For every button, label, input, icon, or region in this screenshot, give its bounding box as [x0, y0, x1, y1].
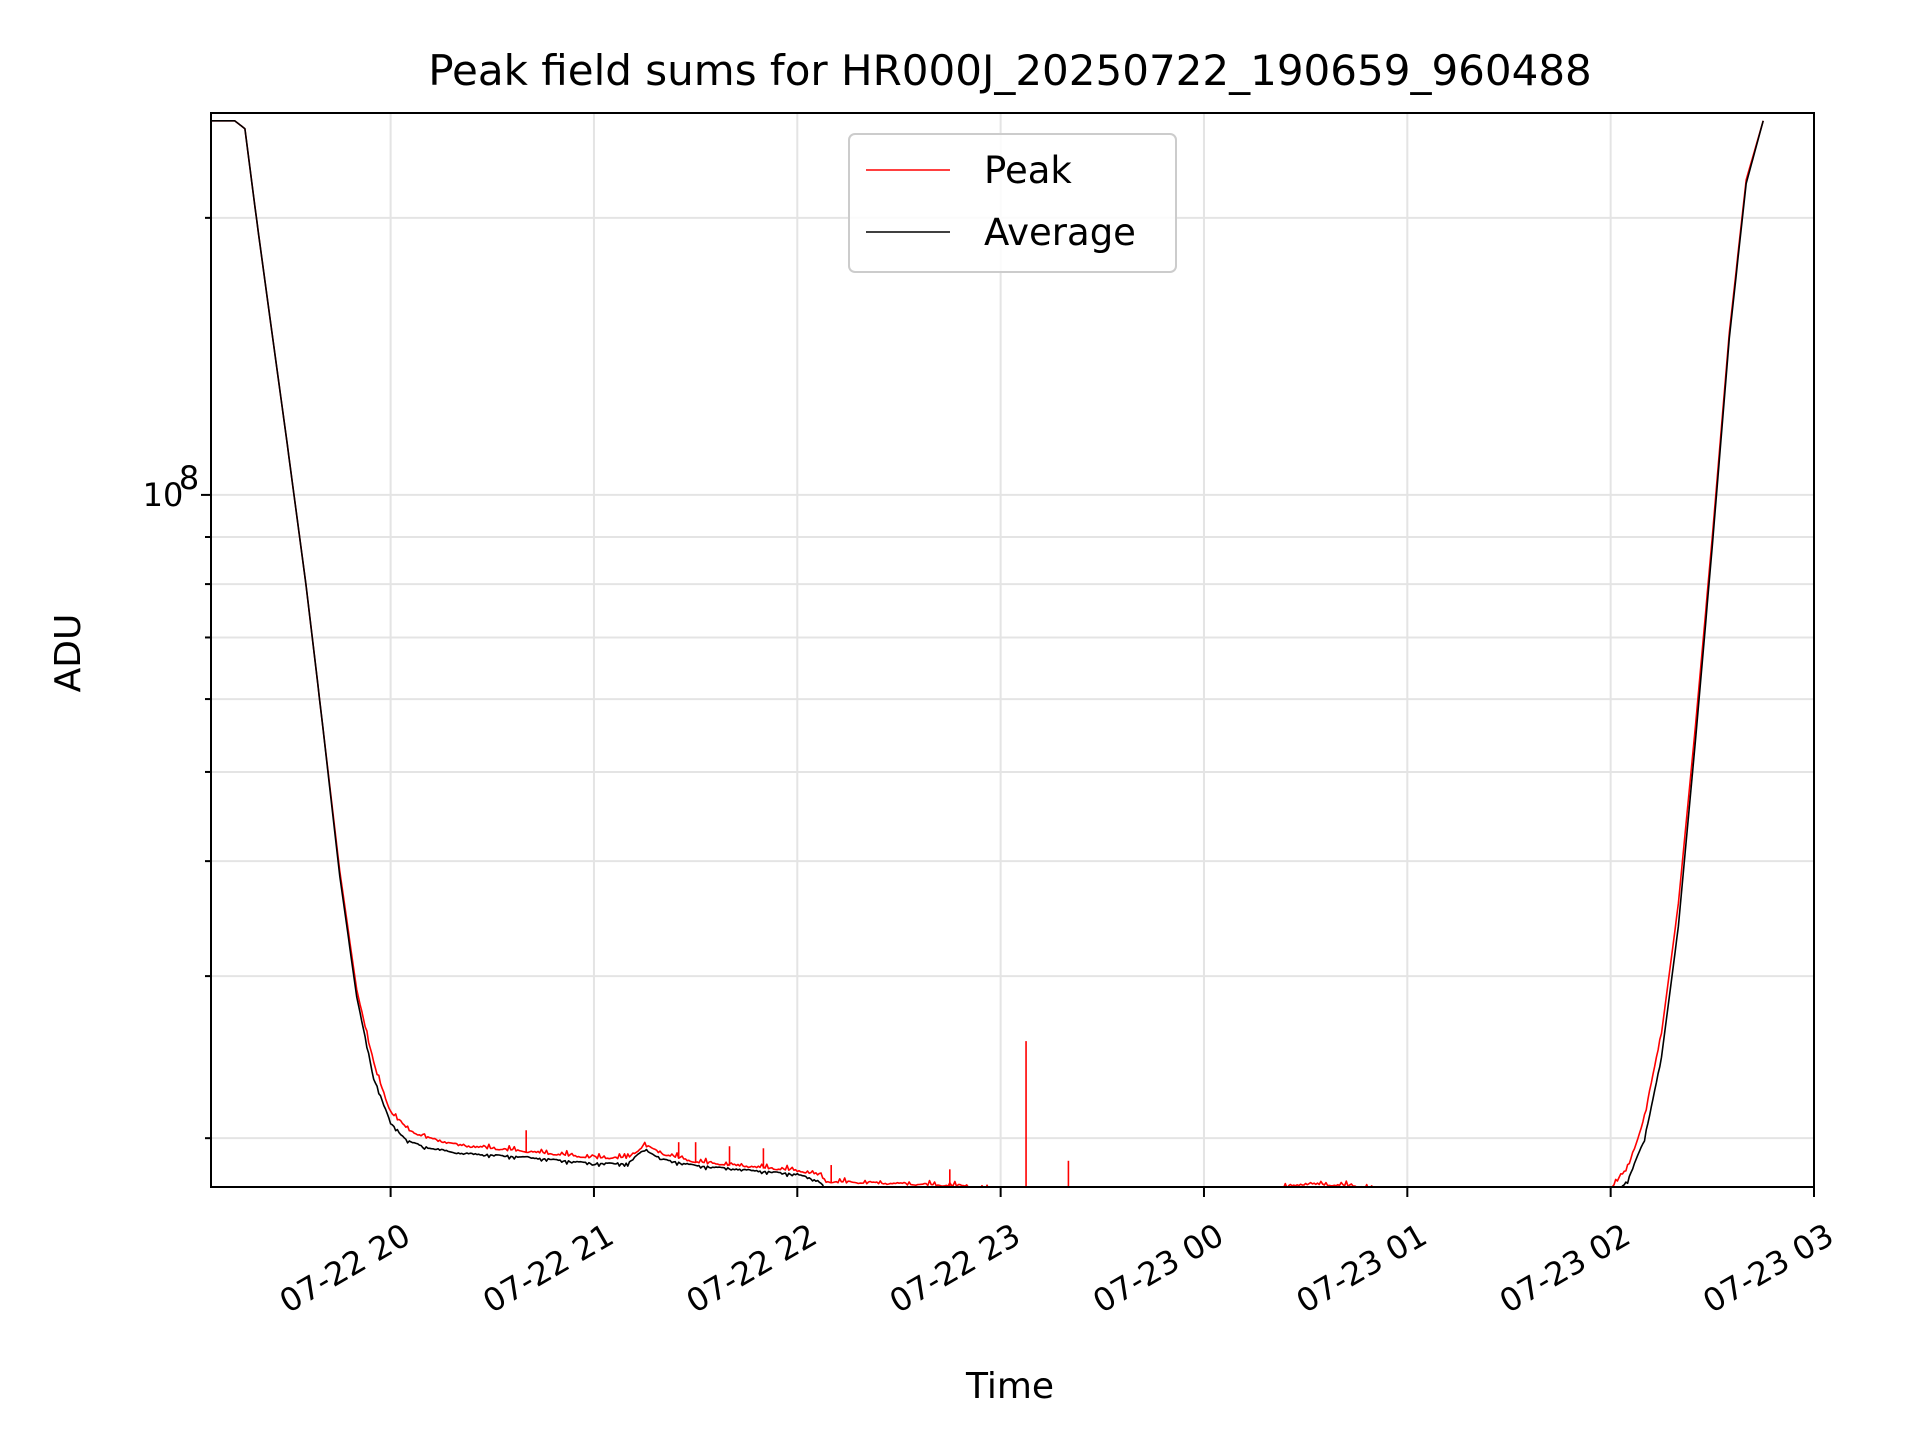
series-line-peak	[211, 120, 1764, 1187]
series-layer	[211, 120, 1764, 1187]
series-line-average	[211, 120, 1764, 1187]
legend-label-peak: Peak	[984, 149, 1072, 192]
chart-title: Peak field sums for HR000J_20250722_1906…	[428, 46, 1592, 95]
legend-label-average: Average	[984, 211, 1136, 254]
y-tick-label: 10	[143, 476, 184, 514]
legend: Peak Average	[848, 133, 1177, 273]
x-axis-label: Time	[965, 1366, 1054, 1407]
plot-frame	[210, 112, 1815, 1188]
legend-box	[848, 133, 1177, 273]
y-axis-label: ADU	[48, 614, 89, 693]
y-tick-label-exponent: 8	[179, 459, 199, 497]
